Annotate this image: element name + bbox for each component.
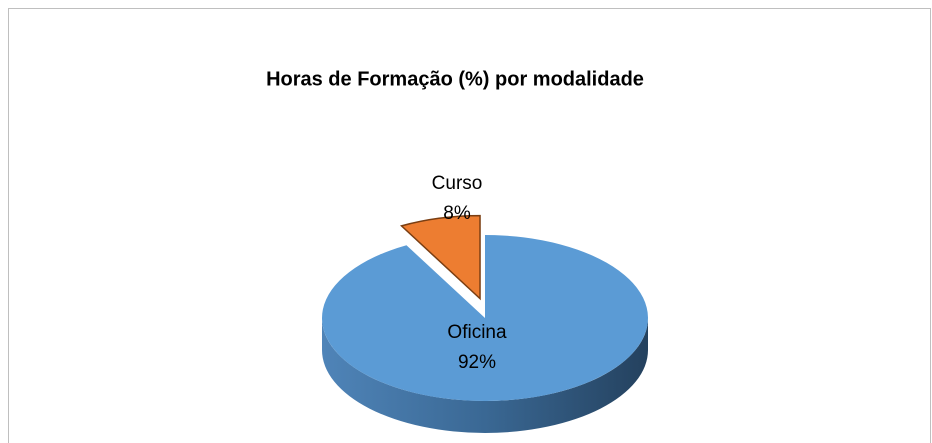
pie-slice bbox=[400, 214, 481, 301]
chart-title: Horas de Formação (%) por modalidade bbox=[266, 68, 644, 90]
pie-slice bbox=[321, 235, 648, 401]
data-label: 92% bbox=[458, 352, 496, 373]
category-label: Oficina bbox=[447, 322, 507, 343]
category-label: Curso bbox=[432, 173, 483, 194]
pie-side bbox=[322, 318, 648, 433]
data-label: 8% bbox=[443, 203, 471, 224]
